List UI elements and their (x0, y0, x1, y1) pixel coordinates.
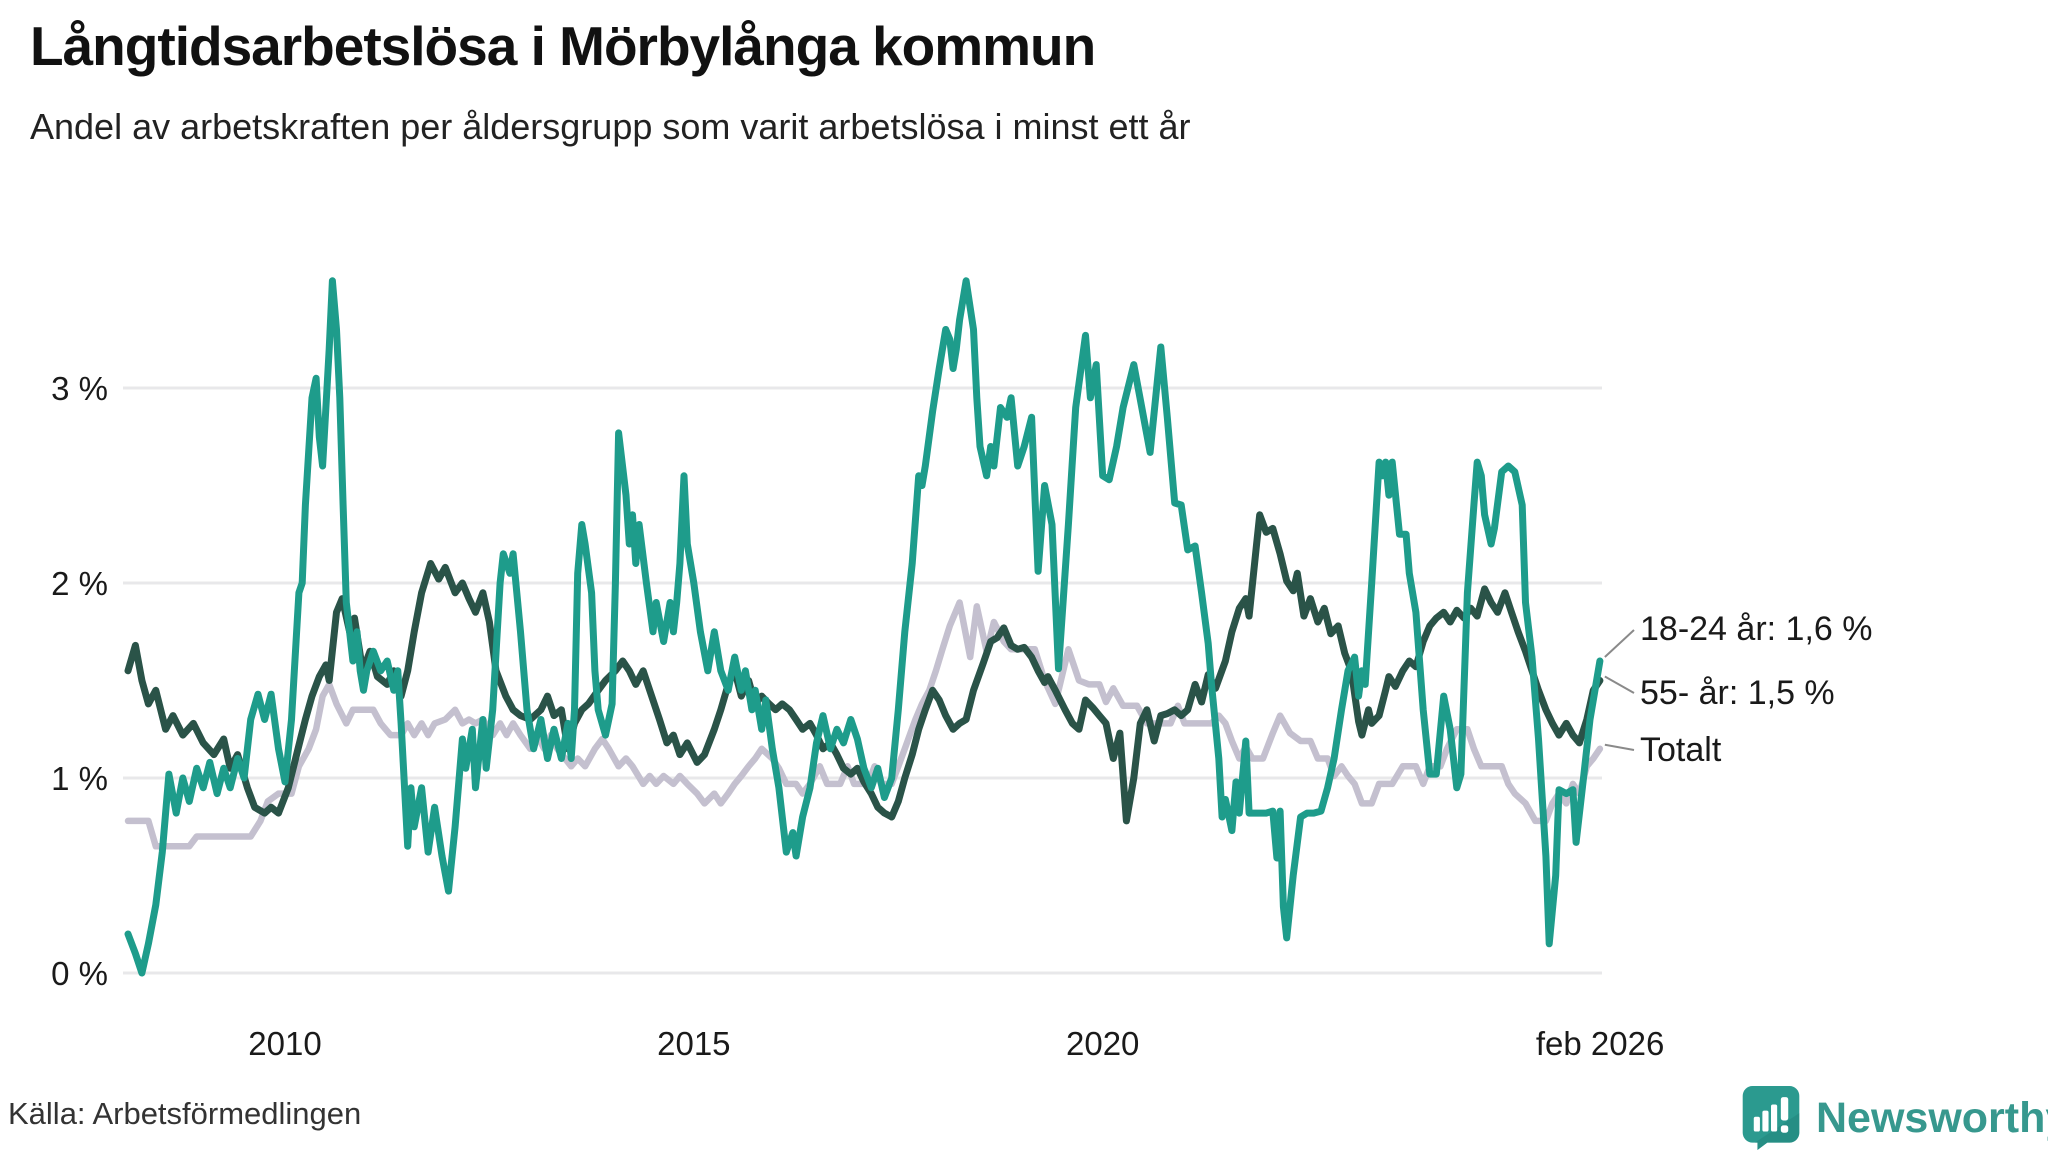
y-tick-label: 1 % (51, 760, 108, 797)
end-label-connector (1604, 675, 1635, 694)
y-tick-label: 0 % (51, 955, 108, 992)
x-tick-label: 2020 (1066, 1025, 1139, 1062)
page-subtitle: Andel av arbetskraften per åldersgrupp s… (30, 106, 1191, 147)
newsworthy-logo: Newsworthy (1742, 1086, 2048, 1150)
x-tick-label: 2010 (248, 1025, 321, 1062)
series-line-1824-ar (124, 277, 1604, 977)
newsworthy-logo-icon (1742, 1086, 1800, 1150)
page-title: Långtidsarbetslösa i Mörbylånga kommun (30, 15, 1096, 77)
x-tick-label: feb 2026 (1536, 1025, 1664, 1062)
y-tick-label: 2 % (51, 565, 108, 602)
y-tick-label: 3 % (51, 370, 108, 407)
x-tick-label: 2015 (657, 1025, 730, 1062)
series-end-label-total: Totalt (1640, 731, 1722, 769)
end-label-connector (1604, 743, 1635, 751)
source-attribution: Källa: Arbetsförmedlingen (8, 1096, 362, 1131)
series-end-label-18-24: 18-24 år: 1,6 % (1640, 610, 1873, 648)
series-end-label-55: 55- år: 1,5 % (1640, 674, 1835, 712)
newsworthy-logo-text: Newsworthy (1816, 1093, 2048, 1142)
end-label-connector (1604, 629, 1635, 658)
